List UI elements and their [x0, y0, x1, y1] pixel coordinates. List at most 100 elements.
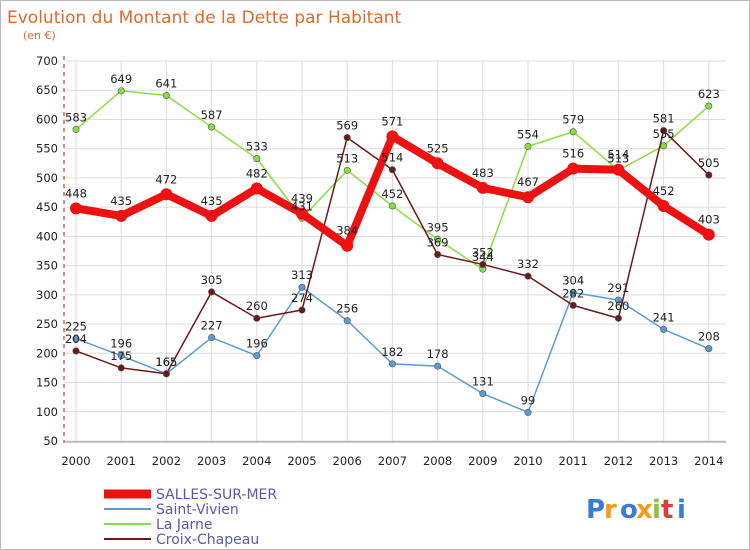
data-label: 452 [381, 187, 403, 201]
data-label: 641 [155, 76, 177, 90]
data-point [341, 239, 354, 252]
x-tick-label: 2006 [333, 454, 362, 468]
legend-label: SALLES-SUR-MER [156, 487, 277, 503]
data-label: 260 [607, 299, 629, 313]
data-label: 344 [472, 250, 494, 264]
proxiti-logo: Pr ox i t i [586, 495, 686, 525]
data-point [705, 102, 713, 110]
data-point [72, 347, 80, 355]
logo-letter: i [652, 495, 661, 525]
data-point [614, 296, 622, 304]
data-label: 583 [65, 110, 87, 124]
data-label: 516 [562, 147, 584, 161]
data-label: 313 [291, 268, 313, 282]
data-label: 131 [472, 375, 494, 389]
data-label: 204 [65, 332, 87, 346]
data-label: 483 [472, 166, 494, 180]
data-label: 182 [381, 345, 403, 359]
data-label: 439 [291, 192, 313, 206]
data-label: 579 [562, 113, 584, 127]
data-labels: 225 196 165 227 196 313 256 182 178 131 99 304 291 24… [65, 72, 720, 408]
legend-label: Croix-Chapeau [156, 532, 259, 548]
series-salles-sur-mer [70, 130, 715, 252]
x-tick-label: 2011 [559, 454, 588, 468]
data-point [296, 207, 308, 220]
data-point [567, 162, 580, 175]
x-tick-label: 2005 [287, 454, 316, 468]
data-label: 525 [427, 141, 449, 155]
data-label: 369 [427, 236, 449, 250]
data-point [614, 314, 622, 322]
data-point [388, 360, 396, 368]
data-point [569, 301, 577, 309]
data-point [660, 325, 668, 333]
data-point [298, 306, 306, 314]
x-tick-label: 2003 [197, 454, 226, 468]
data-point [660, 127, 668, 135]
y-tick-label: 100 [36, 405, 58, 419]
data-point [250, 182, 263, 195]
y-tick-label: 300 [36, 288, 58, 302]
data-label: 505 [698, 156, 720, 170]
data-label: 403 [698, 213, 720, 227]
x-tick-label: 2000 [61, 454, 90, 468]
series-croix-chapeau [72, 127, 713, 378]
chart-title: Evolution du Montant de la Dette par Hab… [7, 8, 402, 28]
data-point [117, 364, 125, 372]
x-tick-label: 2008 [423, 454, 452, 468]
data-label: 448 [65, 186, 87, 200]
data-point [253, 314, 261, 322]
data-label: 581 [653, 112, 675, 126]
data-label: 225 [65, 320, 87, 334]
axes: 50 100 150 200 250 300 350 400 450 500 550 600 650 70… [36, 54, 726, 468]
x-tick-label: 2001 [107, 454, 136, 468]
data-label: 649 [110, 72, 132, 86]
data-label: 555 [653, 127, 675, 141]
data-point [569, 289, 577, 297]
data-point [386, 130, 399, 143]
data-label: 395 [427, 220, 449, 234]
logo-letter: P [586, 495, 605, 525]
data-point [115, 209, 128, 222]
data-label: 384 [336, 224, 358, 238]
data-label: 554 [517, 127, 539, 141]
data-label: 175 [110, 349, 132, 363]
data-point [569, 128, 577, 136]
data-point [524, 142, 532, 150]
y-tick-label: 150 [36, 376, 58, 390]
data-point [702, 228, 715, 241]
data-label: 256 [336, 302, 358, 316]
data-label: 241 [653, 310, 675, 324]
y-tick-label: 350 [36, 259, 58, 273]
logo-letter: x [636, 495, 653, 525]
data-label: 274 [291, 291, 313, 305]
data-label: 569 [336, 119, 358, 133]
logo-letter: r [604, 495, 617, 525]
data-label: 196 [246, 337, 268, 351]
data-label: 196 [110, 337, 132, 351]
data-point [431, 157, 444, 170]
data-point [117, 87, 125, 95]
data-point [253, 352, 261, 360]
logo-letter: t [661, 495, 673, 525]
chart-subtitle: (en €) [23, 29, 56, 42]
data-point [72, 125, 80, 133]
data-point [479, 390, 487, 398]
series-lines [70, 87, 715, 416]
data-label: 99 [521, 393, 536, 407]
x-tick-label: 2010 [513, 454, 542, 468]
data-point [434, 235, 442, 243]
y-tick-label: 50 [43, 434, 58, 448]
y-tick-label: 400 [36, 229, 58, 243]
data-label: 533 [246, 140, 268, 154]
data-point [612, 163, 625, 176]
y-tick-label: 550 [36, 142, 58, 156]
data-label: 332 [517, 257, 539, 271]
legend-label: La Jarne [156, 517, 213, 533]
data-point [388, 166, 396, 174]
data-label: 623 [698, 87, 720, 101]
data-label: 514 [381, 151, 403, 165]
